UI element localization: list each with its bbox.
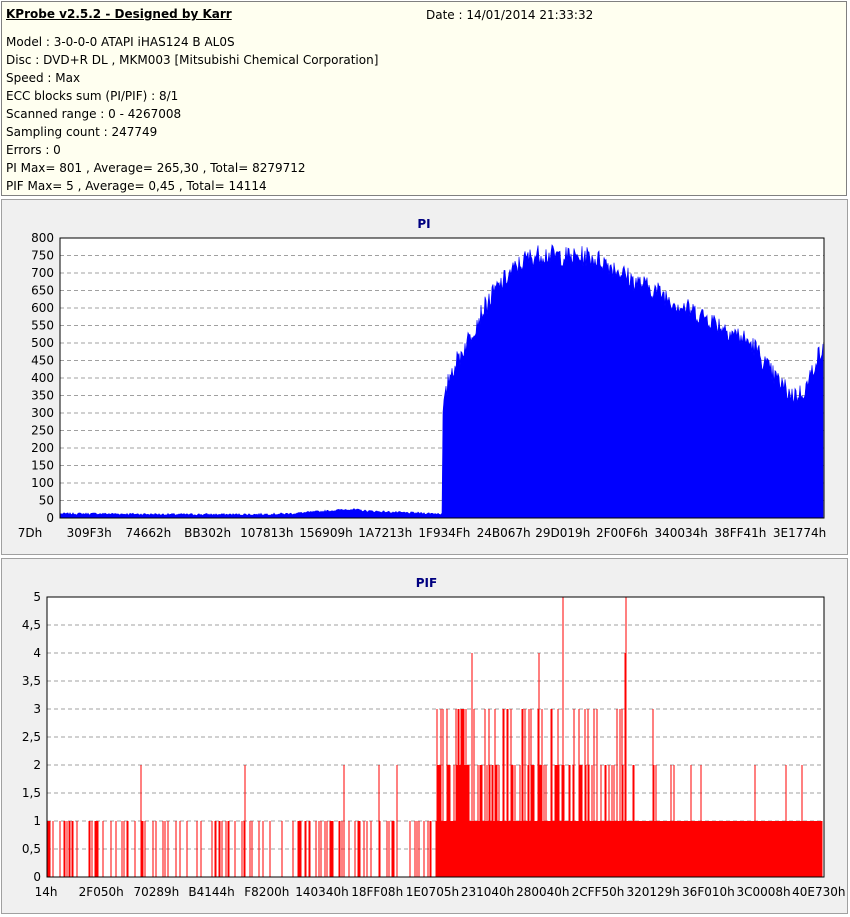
pi-series-area [59,244,824,519]
y-tick-label: 4,5 [22,618,41,632]
y-tick-label: 150 [31,459,54,473]
info-pif-stats: PIF Max= 5 , Average= 0,45 , Total= 1411… [6,179,267,193]
x-tick-label: 231040h [461,885,514,899]
x-tick-label: 70289h [134,885,180,899]
app-title: KProbe v2.5.2 - Designed by Karr [6,7,232,21]
y-tick-label: 750 [31,249,54,263]
x-tick-label: 18FF08h [351,885,403,899]
y-tick-label: 600 [31,301,54,315]
y-tick-label: 50 [39,494,54,508]
x-tick-label: 36F010h [682,885,735,899]
pi-chart: PI 0 50 100 150 200 250 300 350 400 450 500 550 600 65… [18,217,827,540]
x-tick-label: 74662h [126,526,172,540]
chart-title: PIF [416,576,437,590]
pif-chart: PIF 0 0,5 1 1,5 2 2,5 3 3,5 4 4,5 5 14h 2F050h 70289h B… [22,576,846,899]
info-header: KProbe v2.5.2 - Designed by Karr Date : … [1,1,847,196]
info-pi-stats: PI Max= 801 , Average= 265,30 , Total= 8… [6,161,306,175]
y-tick-label: 0 [33,870,41,884]
y-tick-label: 650 [31,284,54,298]
y-tick-label: 100 [31,476,54,490]
y-tick-label: 400 [31,371,54,385]
x-tick-label: 1A7213h [358,526,412,540]
y-tick-label: 200 [31,441,54,455]
x-tick-label: F8200h [244,885,289,899]
x-tick-label: 29D019h [535,526,590,540]
x-tick-label: 340034h [654,526,707,540]
x-tick-label: 320129h [626,885,679,899]
info-model: Model : 3-0-0-0 ATAPI iHAS124 B AL0S [6,35,235,49]
y-tick-label: 300 [31,406,54,420]
y-tick-label: 5 [33,590,41,604]
info-speed: Speed : Max [6,71,81,85]
y-tick-label: 4 [33,646,41,660]
x-tick-label: 140340h [295,885,348,899]
y-tick-label: 3 [33,702,41,716]
info-ecc: ECC blocks sum (PI/PIF) : 8/1 [6,89,179,103]
y-tick-label: 250 [31,424,54,438]
y-tick-label: 700 [31,266,54,280]
x-tick-label: 280040h [516,885,569,899]
x-tick-label: 2F00F6h [596,526,648,540]
x-tick-label: 309F3h [67,526,112,540]
info-sampling: Sampling count : 247749 [6,125,158,139]
pif-bars [47,597,823,877]
x-tick-label: 14h [35,885,58,899]
y-tick-label: 1 [33,814,41,828]
x-tick-label: 1F934Fh [418,526,470,540]
plot-frame [46,596,825,878]
y-tick-label: 800 [31,231,54,245]
x-tick-label: B4144h [188,885,234,899]
y-tick-label: 450 [31,354,54,368]
info-disc: Disc : DVD+R DL , MKM003 [Mitsubishi Che… [6,53,379,67]
y-tick-label: 500 [31,336,54,350]
x-tick-label: 1E0705h [406,885,459,899]
x-tick-label: 2F050h [79,885,124,899]
y-tick-label: 1,5 [22,786,41,800]
x-tick-label: 3E1774h [773,526,826,540]
y-tick-label: 550 [31,319,54,333]
x-tick-label: 156909h [299,526,352,540]
y-tick-label: 2 [33,758,41,772]
y-tick-label: 0,5 [22,842,41,856]
x-tick-label: 7Dh [18,526,42,540]
pi-chart-panel: PI 0 50 100 150 200 250 300 350 400 450 500 550 600 65… [1,199,848,555]
x-tick-label: 40E730h [792,885,845,899]
info-range: Scanned range : 0 - 4267008 [6,107,182,121]
pif-chart-panel: PIF 0 0,5 1 1,5 2 2,5 3 3,5 4 4,5 5 14h 2F050h 70289h B… [1,558,848,914]
x-tick-label: 2CFF50h [572,885,625,899]
info-errors: Errors : 0 [6,143,61,157]
y-tick-label: 350 [31,389,54,403]
y-tick-label: 0 [46,511,54,525]
x-tick-label: 3C0008h [737,885,791,899]
x-tick-label: 107813h [240,526,293,540]
x-tick-label: BB302h [184,526,231,540]
plot-frame [59,237,825,519]
scan-date: Date : 14/01/2014 21:33:32 [426,8,594,22]
x-tick-label: 38FF41h [714,526,766,540]
x-tick-label: 24B067h [477,526,531,540]
y-tick-label: 2,5 [22,730,41,744]
y-tick-label: 3,5 [22,674,41,688]
chart-title: PI [417,217,430,231]
